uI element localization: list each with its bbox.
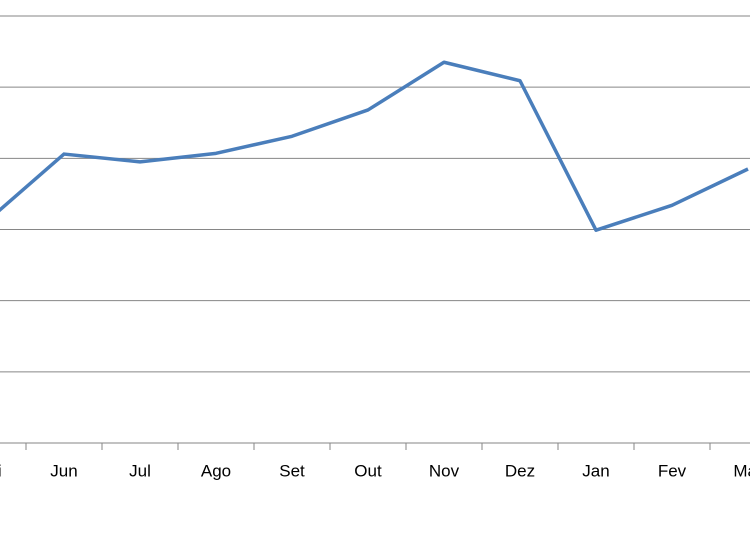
- x-tick-label: Dez: [505, 461, 535, 480]
- x-tick-label: Mai: [0, 461, 2, 480]
- x-tick-label: Nov: [429, 461, 460, 480]
- x-tick-label: Jun: [50, 461, 77, 480]
- x-tick-label: Jul: [129, 461, 151, 480]
- x-tick-label: Fev: [658, 461, 687, 480]
- x-tick-label: Ago: [201, 461, 231, 480]
- x-tick-label: Set: [279, 461, 305, 480]
- x-tick-label: Jan: [582, 461, 609, 480]
- x-tick-label: Out: [354, 461, 382, 480]
- line-series: [0, 60, 749, 232]
- x-tick-label: Mar: [733, 461, 750, 480]
